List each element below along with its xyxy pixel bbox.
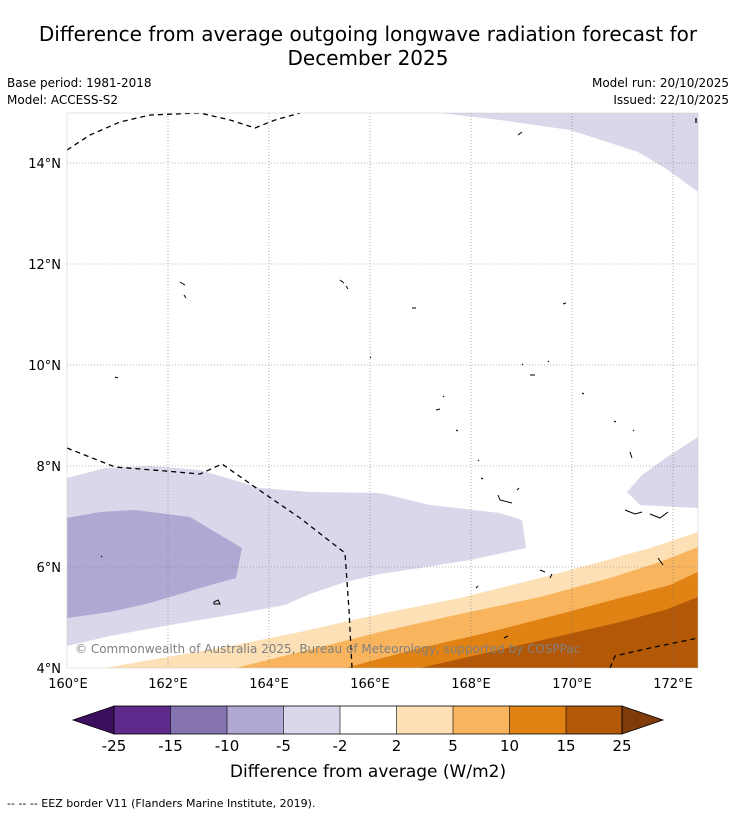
model-name: Model: ACCESS-S2 [7, 93, 119, 107]
lat-label: 10°N [28, 359, 61, 374]
latitude-labels: 14°N 12°N 10°N 8°N 6°N 4°N [28, 157, 61, 677]
colorbar-extend-low [71, 705, 115, 735]
colorbar-extend-high [621, 705, 665, 735]
lon-label: 172°E [653, 677, 693, 692]
colorbar-segment [566, 706, 622, 734]
eez-legend-footer: -- -- -- EEZ border V11 (Flanders Marine… [7, 797, 316, 810]
lon-label: 162°E [148, 677, 188, 692]
issued-date: Issued: 22/10/2025 [613, 93, 729, 107]
lat-label: 4°N [37, 662, 62, 677]
chart-title: Difference from average outgoing longwav… [0, 22, 736, 70]
colorbar-tick: -2 [333, 737, 348, 755]
lat-label: 14°N [28, 157, 61, 172]
colorbar-tick: 15 [556, 737, 575, 755]
anomaly-region-minus5-left [67, 466, 526, 646]
colorbar-tick: -25 [102, 737, 127, 755]
lon-label: 160°E [48, 677, 88, 692]
copyright-text: © Commonwealth of Australia 2025, Bureau… [75, 642, 580, 656]
meta-left: Base period: 1981-2018 Model: ACCESS-S2 [7, 75, 152, 109]
colorbar-tick: -15 [158, 737, 183, 755]
colorbar-tick: 10 [500, 737, 519, 755]
colorbar-segment [340, 706, 397, 734]
colorbar-segment [453, 706, 510, 734]
colorbar-outline [113, 705, 623, 735]
colorbar-segment [227, 706, 284, 734]
lat-label: 12°N [28, 258, 61, 273]
colorbar-segment [170, 706, 227, 734]
title-line-2: December 2025 [287, 46, 449, 70]
gridlines [67, 113, 698, 668]
colorbar-segment [396, 706, 453, 734]
lon-label: 170°E [552, 677, 592, 692]
lon-label: 168°E [451, 677, 491, 692]
colorbar-segment [283, 706, 340, 734]
colorbar-title: Difference from average (W/m2) [229, 762, 507, 782]
lat-label: 6°N [37, 561, 62, 576]
colorbar-segment [509, 706, 566, 734]
anomaly-region-minus5-top [440, 113, 698, 192]
lon-label: 166°E [350, 677, 390, 692]
map-panel: © Commonwealth of Australia 2025, Bureau… [67, 113, 698, 668]
title-line-1: Difference from average outgoing longwav… [38, 22, 698, 46]
eez-border-southeast [609, 637, 698, 668]
islands [100, 131, 669, 639]
colorbar-segment [114, 706, 171, 734]
anomaly-region-plus15 [420, 597, 698, 668]
lat-label: 8°N [37, 460, 62, 475]
colorbar-ticks: -25 -15 -10 -5 -2 2 5 10 15 25 [102, 737, 632, 755]
colorbar-tick: -10 [215, 737, 240, 755]
colorbar-tick: 25 [612, 737, 631, 755]
colorbar-dividers [170, 706, 567, 734]
lon-label: 164°E [249, 677, 289, 692]
base-period: Base period: 1981-2018 [7, 76, 152, 90]
meta-right: Model run: 20/10/2025 Issued: 22/10/2025 [592, 75, 729, 109]
map-frame [66, 112, 699, 669]
colorbar-tick: 2 [392, 737, 402, 755]
anomaly-region-minus5-right [627, 437, 698, 508]
anomaly-region-minus10 [67, 510, 242, 618]
colorbar: -25 -15 -10 -5 -2 2 5 10 15 25 [71, 705, 665, 755]
model-run: Model run: 20/10/2025 [591, 76, 729, 90]
eez-borders [67, 113, 698, 668]
eez-border-west [67, 447, 353, 668]
colorbar-tick: -5 [276, 737, 291, 755]
colorbar-tick: 5 [448, 737, 458, 755]
longitude-labels: 160°E 162°E 164°E 166°E 168°E 170°E 172°… [48, 677, 693, 692]
eez-border-north [67, 113, 301, 151]
